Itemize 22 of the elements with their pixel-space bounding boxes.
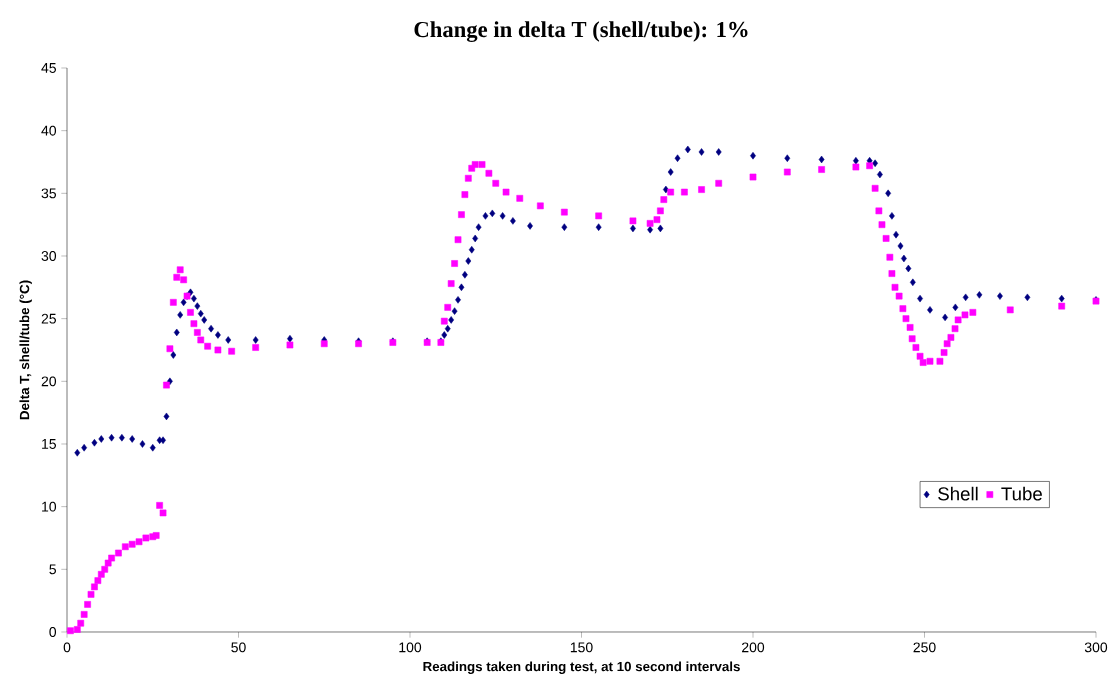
y-tick-label: 30 [41,251,57,261]
y-tick-label: 5 [49,564,57,575]
y-tick-label: 10 [42,501,57,512]
y-axis-title: Delta T, shell/tube (°C) [19,280,32,420]
chart-title: Change in delta T (shell/tube): 1% [414,21,748,42]
y-tick-label: 25 [41,313,57,324]
x-tick-label: 300 [1084,642,1108,653]
x-tick-label: 150 [570,642,593,653]
x-axis-title: Readings taken during test, at 10 second intervals [423,661,740,674]
x-tick-label: 0 [63,642,71,653]
x-tick-label: 250 [913,642,936,653]
x-tick-label: 100 [399,642,422,653]
y-tick-label: 20 [41,376,57,387]
y-tick-label: 45 [41,63,57,73]
x-tick-label: 200 [742,642,765,653]
legend-label: Tube [1001,486,1042,501]
y-tick-label: 40 [41,125,57,136]
y-tick-label: 15 [42,439,57,449]
legend-label: Shell [938,486,978,501]
y-tick-label: 0 [49,627,57,637]
x-tick-label: 50 [231,642,246,653]
y-tick-label: 35 [41,188,57,199]
